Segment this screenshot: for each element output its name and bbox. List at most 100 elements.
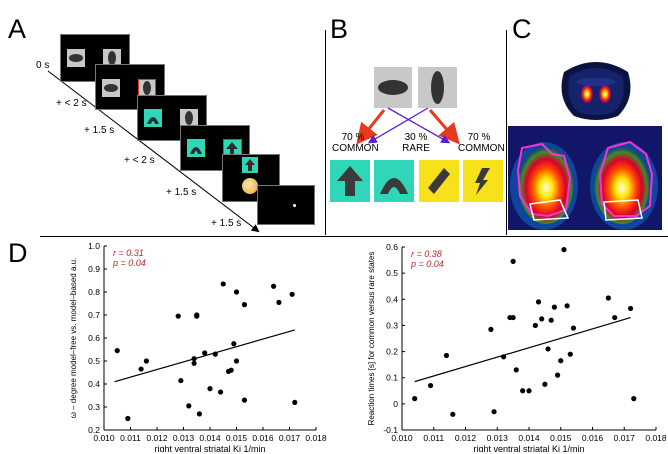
data-point — [554, 372, 561, 378]
rare-pct: 30 % — [404, 132, 428, 143]
x-tick-label: 0.014 — [199, 433, 221, 443]
data-point — [539, 316, 545, 322]
x-tick-label: 0.018 — [645, 433, 666, 443]
rare-arrow-left-to-right — [387, 107, 451, 144]
yellow-stimulus-2 — [463, 160, 503, 202]
x-tick-label: 0.014 — [518, 433, 540, 443]
y-axis-title: ω – degree model–free vs. model–based a.… — [69, 258, 78, 419]
x-tick-label: 0.013 — [173, 433, 195, 443]
rare-arrow-right-to-left — [367, 107, 429, 144]
panel-label-a: A — [8, 14, 27, 44]
data-point — [561, 247, 567, 253]
b-stimulus-ellipse-horizontal — [374, 67, 412, 108]
timeline-arrow — [47, 70, 260, 233]
scatter-chart-reaction-times: 0.010 0.011 0.012 0.013 0.014 0.015 0.016 0.017… — [367, 242, 666, 452]
ellipse-horizontal-icon — [378, 80, 408, 95]
brain-coronal-slice — [561, 62, 631, 120]
teal-stimulus-1 — [330, 160, 370, 202]
reward-coin-icon — [242, 178, 258, 194]
fixation-dot-icon — [293, 204, 296, 207]
data-point — [175, 313, 181, 319]
data-point — [138, 366, 144, 372]
x-tick-label: 0.013 — [487, 433, 509, 443]
data-point — [488, 326, 494, 332]
arch-shape-icon — [190, 147, 202, 154]
arch-shape-icon — [380, 178, 408, 194]
x-tick-label: 0.016 — [252, 433, 274, 443]
teal-stimulus-left — [187, 139, 205, 157]
teal-stimulus-chosen — [242, 157, 258, 173]
panel-label-b: B — [330, 14, 349, 44]
data-point — [220, 281, 226, 287]
b-stimulus-ellipse-vertical — [418, 67, 457, 108]
data-point — [228, 367, 234, 373]
data-point — [191, 356, 197, 362]
data-point — [212, 351, 218, 357]
ellipse-vertical-icon — [143, 81, 151, 95]
ellipse-horizontal-icon — [69, 54, 83, 62]
y-tick-label: -0.1 — [383, 425, 398, 435]
separator-top-bottom — [40, 236, 668, 237]
y-tick-label: 0.5 — [386, 268, 398, 278]
data-point — [491, 409, 497, 415]
rare-text: RARE — [402, 143, 430, 154]
x-tick-label: 0.017 — [614, 433, 636, 443]
y-tick-label: 0.5 — [88, 356, 100, 366]
data-point — [564, 303, 570, 309]
data-point — [545, 346, 551, 352]
x-tick-label: 0.011 — [120, 433, 141, 443]
pet-striatum-zoom — [508, 126, 662, 230]
stimulus-ellipse-vertical-selected — [138, 79, 156, 97]
p-annotation: p = 0.04 — [112, 258, 146, 268]
y-tick-label: 0.3 — [386, 320, 398, 330]
x-tick-label: 0.012 — [146, 433, 168, 443]
y-tick-label: 0.6 — [386, 242, 398, 252]
x-tick-label: 0.015 — [226, 433, 248, 443]
trial-frame-fixation — [257, 185, 315, 225]
y-tick-label: 0.3 — [88, 402, 100, 412]
data-point — [207, 386, 213, 392]
data-point — [567, 351, 573, 357]
ellipse-vertical-icon — [431, 71, 444, 104]
data-point — [233, 289, 240, 295]
y-tick-label: 0 — [393, 399, 398, 409]
left-common-label: 70 % COMMON — [332, 132, 379, 154]
data-point — [548, 317, 554, 323]
data-point — [605, 295, 611, 301]
x-tick-label: 0.018 — [305, 433, 327, 443]
separator-bc — [506, 30, 507, 235]
r-annotation: r = 0.38 — [411, 249, 442, 259]
data-point — [143, 358, 149, 364]
data-point — [202, 350, 208, 356]
data-point — [231, 341, 237, 347]
data-point — [125, 415, 131, 422]
data-point — [450, 411, 456, 417]
x-tick-label: 0.010 — [93, 433, 115, 443]
data-point — [186, 403, 192, 409]
data-point — [241, 302, 248, 308]
y-tick-label: 0.4 — [88, 379, 100, 389]
y-tick-label: 0.2 — [88, 425, 100, 435]
data-point — [532, 322, 538, 329]
trial-frame-first-stage — [60, 34, 130, 82]
data-point — [233, 358, 240, 364]
spade-shape-icon — [226, 142, 238, 155]
data-point — [570, 325, 577, 331]
panel-label-d: D — [8, 238, 28, 268]
stimulus-ellipse-vertical — [103, 49, 121, 67]
data-point — [510, 314, 516, 321]
right-common-text: COMMON — [458, 143, 505, 154]
spade-shape-icon — [245, 159, 255, 171]
data-point — [276, 299, 282, 305]
data-point — [292, 399, 298, 405]
y-tick-label: 0.8 — [88, 287, 100, 297]
data-point — [114, 348, 120, 354]
transition-arrows — [356, 107, 460, 145]
data-point — [241, 397, 248, 403]
time-label-6: + 1.5 s — [211, 218, 242, 229]
ellipse-vertical-icon — [108, 51, 116, 65]
right-common-pct: 70 % — [467, 132, 491, 143]
data-point — [551, 304, 557, 310]
stimulus-ellipse-horizontal — [102, 79, 120, 97]
separator-ab — [325, 30, 326, 235]
